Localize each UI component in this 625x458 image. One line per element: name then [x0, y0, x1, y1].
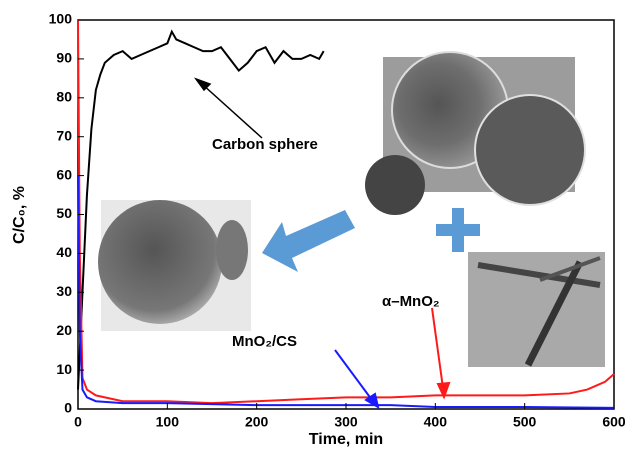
chart: Time, min C/C₀, % Carbon sphere α–MnO₂ M… [0, 0, 625, 458]
x-tick-label: 500 [513, 414, 537, 430]
y-tick-label: 80 [56, 89, 72, 105]
y-tick-label: 10 [56, 361, 72, 377]
pointer-arrow [196, 79, 262, 138]
y-tick-label: 30 [56, 283, 72, 299]
annotation: α–MnO₂ [382, 293, 440, 310]
x-tick-label: 400 [424, 414, 448, 430]
x-axis-label: Time, min [309, 431, 383, 448]
annotation: Carbon sphere [212, 136, 318, 153]
inset-image [365, 52, 585, 215]
inset-image [98, 200, 251, 331]
y-tick-label: 50 [56, 205, 72, 221]
y-tick-label: 100 [49, 11, 73, 27]
y-tick-label: 90 [56, 50, 72, 66]
x-tick-label: 100 [156, 414, 180, 430]
y-axis-label: C/C₀, % [11, 186, 28, 244]
pointer-arrow [432, 308, 449, 397]
y-tick-label: 40 [56, 244, 72, 260]
y-tick-label: 20 [56, 322, 72, 338]
x-tick-label: 0 [74, 414, 82, 430]
plus-sign [436, 208, 480, 252]
annotation: MnO₂/CS [232, 333, 297, 350]
inset-image [468, 252, 605, 367]
y-tick-label: 0 [64, 400, 72, 416]
x-tick-label: 300 [334, 414, 358, 430]
x-tick-label: 600 [602, 414, 625, 430]
y-tick-label: 70 [56, 127, 72, 143]
y-tick-label: 60 [56, 166, 72, 182]
x-tick-label: 200 [245, 414, 269, 430]
blue-arrow [262, 210, 355, 272]
